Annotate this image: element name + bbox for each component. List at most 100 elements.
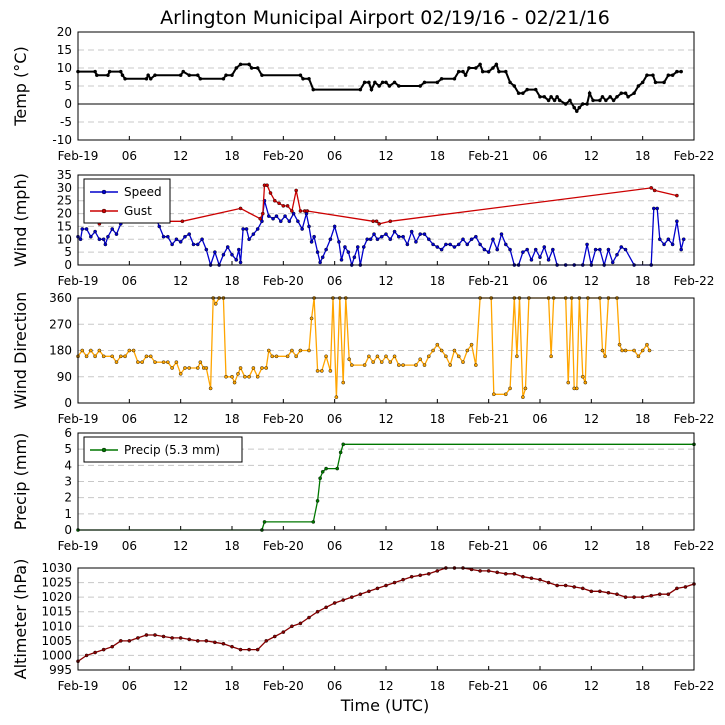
data-point <box>166 234 170 239</box>
data-point <box>260 211 265 216</box>
data-point <box>120 73 125 77</box>
legend-marker <box>101 447 107 453</box>
data-point <box>324 605 328 610</box>
data-point <box>474 234 478 239</box>
data-point <box>615 592 619 597</box>
y-tick-label: 6 <box>64 426 72 440</box>
data-point <box>315 369 320 373</box>
data-point <box>503 392 508 397</box>
data-point <box>78 237 83 242</box>
data-point <box>670 73 675 77</box>
data-point <box>266 214 271 218</box>
y-tick-label: -5 <box>60 115 72 129</box>
x-tick-label: Feb-21 <box>468 679 509 693</box>
data-point <box>546 98 551 103</box>
data-point <box>439 247 444 252</box>
data-point <box>666 73 671 77</box>
data-point <box>405 242 410 247</box>
x-tick-label: 18 <box>635 149 650 163</box>
data-point <box>232 380 237 385</box>
x-tick-label: Feb-20 <box>263 679 304 693</box>
data-point <box>187 73 192 77</box>
data-point <box>461 360 465 364</box>
x-tick-label: 06 <box>532 539 547 553</box>
y-tick-label: 1000 <box>41 648 72 662</box>
data-point <box>183 366 187 370</box>
data-point <box>557 98 562 103</box>
data-point <box>204 366 209 370</box>
data-point <box>491 237 495 242</box>
data-point <box>296 219 300 224</box>
data-point <box>529 258 534 262</box>
x-tick-label: 12 <box>584 539 599 553</box>
data-point <box>486 69 491 74</box>
data-point <box>439 77 444 81</box>
data-point <box>144 633 149 637</box>
data-point <box>448 363 452 367</box>
x-tick-label: Feb-20 <box>263 539 304 553</box>
data-point <box>397 234 401 239</box>
data-point <box>585 242 589 247</box>
data-point <box>516 91 521 95</box>
data-point <box>675 69 679 74</box>
data-point <box>309 240 314 244</box>
x-tick-label: 06 <box>532 679 547 693</box>
data-point <box>255 66 260 70</box>
x-tick-label: 12 <box>173 539 188 553</box>
data-point <box>503 572 508 576</box>
data-point <box>512 84 517 88</box>
x-tick-label: Feb-21 <box>468 274 509 288</box>
data-point <box>491 66 495 70</box>
data-point <box>93 69 97 74</box>
x-tick-label: Feb-21 <box>468 412 509 426</box>
x-tick-label: Feb-21 <box>468 149 509 163</box>
plot-frame <box>77 31 695 141</box>
x-tick-label: 06 <box>327 412 342 426</box>
legend-marker <box>101 189 107 195</box>
data-point <box>533 247 538 252</box>
x-tick-label: 06 <box>532 149 547 163</box>
data-point <box>606 247 611 252</box>
legend: Speed Gust <box>83 178 171 224</box>
data-point <box>161 360 166 364</box>
data-point <box>577 105 582 110</box>
x-tick-label: 18 <box>635 679 650 693</box>
data-point <box>337 240 341 244</box>
data-point <box>315 499 320 503</box>
data-point <box>283 214 287 218</box>
x-tick-label: Feb-20 <box>263 149 304 163</box>
x-tick-label: 06 <box>122 274 137 288</box>
series-line <box>77 297 651 398</box>
data-point <box>352 255 357 260</box>
data-point <box>469 342 474 347</box>
x-tick-label: Feb-19 <box>58 412 99 426</box>
series-line <box>77 567 695 662</box>
data-point <box>649 593 654 598</box>
data-point <box>611 98 616 103</box>
y-tick-label: 10 <box>57 232 72 246</box>
data-point <box>238 647 243 652</box>
data-point <box>93 354 97 359</box>
data-point <box>247 647 251 652</box>
data-point <box>615 95 619 99</box>
data-point <box>426 572 431 576</box>
data-point <box>144 354 149 359</box>
data-point <box>225 245 230 249</box>
data-point <box>681 237 686 242</box>
data-point <box>367 354 371 359</box>
data-point <box>679 69 683 74</box>
data-point <box>153 633 157 637</box>
data-point <box>377 84 381 88</box>
data-point <box>255 227 260 231</box>
data-point <box>636 84 641 88</box>
y-tick-label: 5 <box>64 442 72 456</box>
data-point <box>358 87 363 92</box>
data-point <box>307 615 311 620</box>
y-tick-label: 1 <box>64 507 72 521</box>
data-point <box>456 242 461 247</box>
data-point <box>452 245 457 249</box>
data-point <box>435 569 440 573</box>
data-point <box>110 644 115 649</box>
y-tick-label: 0 <box>64 258 72 272</box>
data-point <box>320 369 324 373</box>
